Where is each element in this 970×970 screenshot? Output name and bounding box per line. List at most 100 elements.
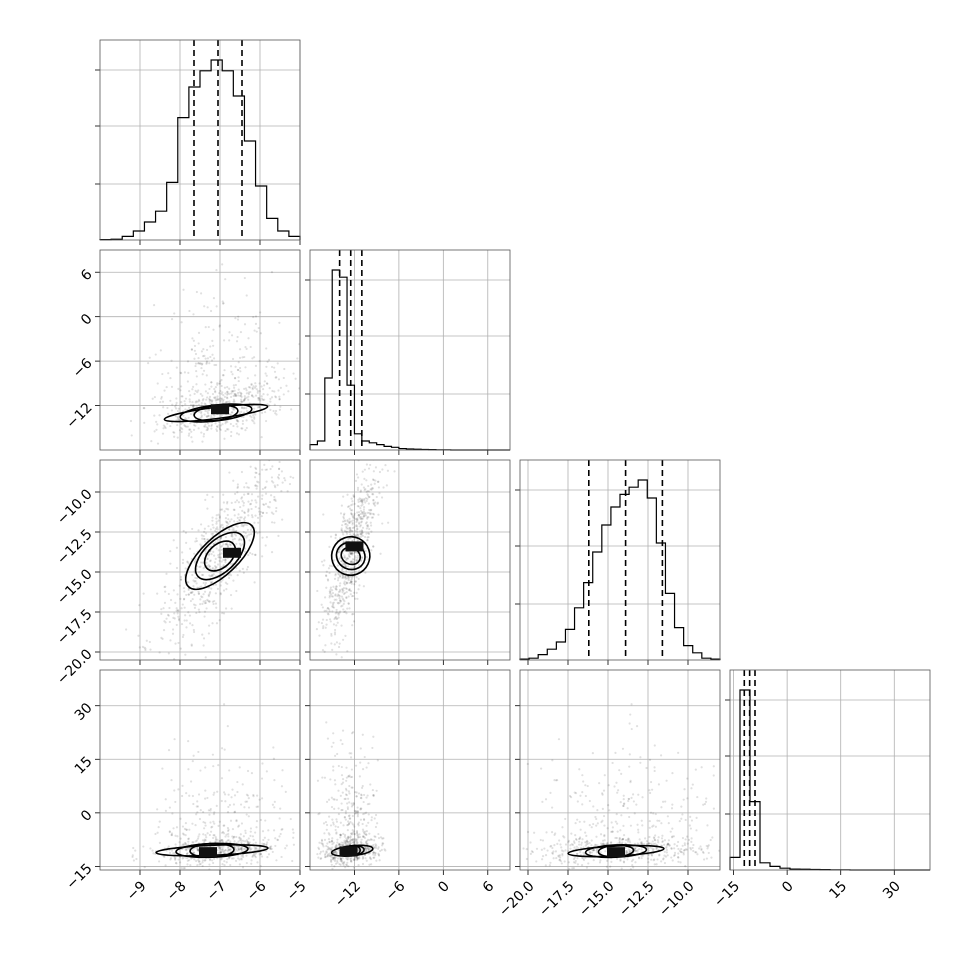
scatter-point [360,796,363,800]
scatter-point [573,841,576,845]
scatter-point [353,583,356,586]
scatter-point [246,769,250,773]
scatter-point [350,857,353,860]
scatter-point [360,807,363,810]
scatter-point [372,503,376,506]
histogram-steps [519,479,721,660]
scatter-point [185,541,188,544]
scatter-point [268,506,271,509]
scatter-point [349,537,352,540]
scatter-point [276,484,279,487]
scatter-point [681,844,684,847]
scatter-point [335,608,338,612]
scatter-point [255,820,259,823]
scatter-point [679,850,682,854]
scatter-point [174,800,177,804]
scatter-point [364,497,367,500]
histogram-panel-3 [515,459,721,665]
scatter-point [219,851,222,855]
scatter-point [647,847,650,850]
scatter-point [164,809,168,812]
scatter-point [350,805,354,808]
scatter-point [364,487,367,491]
scatter-point [691,783,694,786]
scatter-point [261,797,264,800]
scatter-point [316,779,320,782]
scatter-point [356,534,360,537]
scatter-point [176,612,179,615]
scatter-point [207,414,210,417]
scatter-point [184,848,187,851]
scatter-point [360,511,364,514]
x-tick-label: −10.0 [656,878,698,920]
scatter-point [372,498,375,502]
scatter-point [200,414,203,417]
scatter-point [233,377,237,380]
scatter-point [216,563,220,566]
scatter-point [332,856,335,859]
scatter-point [326,579,330,582]
scatter-point [311,689,313,691]
scatter-point [331,856,334,859]
scatter-point [231,538,235,541]
scatter-point [200,412,203,415]
scatter-point [173,312,176,315]
scatter-point [333,807,336,810]
scatter-point [711,836,714,839]
scatter-point [164,426,167,430]
scatter-point [375,844,378,847]
scatter-point [181,794,184,798]
scatter-point [192,339,195,342]
scatter-point [231,373,234,376]
scatter-point [221,523,224,526]
scatter-point [352,591,356,594]
scatter-point [162,607,165,610]
scatter-point [245,854,248,857]
scatter-point [234,317,237,320]
scatter-point [352,612,355,616]
scatter-point [341,531,344,534]
scatter-point [345,858,349,861]
scatter-point [228,392,231,395]
scatter-point [223,791,226,794]
scatter-point [174,856,177,859]
scatter-point [315,627,318,631]
scatter-point [217,519,220,522]
scatter-point [356,813,360,816]
scatter-point [363,457,365,459]
scatter-point [305,461,307,463]
scatter-point [254,385,258,388]
scatter-point [348,814,351,817]
scatter-point [335,844,338,847]
scatter-point [569,844,572,847]
scatter-point [332,769,335,772]
scatter-point [239,370,242,373]
scatter-point [216,382,219,385]
scatter-point [332,732,335,735]
scatter-point [650,858,653,861]
scatter-point [356,810,359,813]
scatter-point [345,776,348,779]
scatter-point [211,573,214,576]
scatter-point [253,581,256,584]
scatter-point [330,632,333,636]
scatter-point [142,406,145,410]
scatter-point [657,836,660,839]
scatter-point [182,288,185,291]
scatter-point [211,574,214,577]
scatter-point [326,607,329,610]
scatter-point [349,552,352,556]
scatter-point [231,411,234,414]
scatter-point [283,477,286,480]
scatter-point [376,759,379,762]
scatter-point [148,356,151,359]
scatter-point [229,422,232,426]
scatter-point [350,552,353,555]
scatter-point [363,512,366,515]
scatter-point [158,841,161,844]
scatter-point [634,849,637,852]
scatter-point [352,866,356,869]
scatter-point [351,560,354,563]
scatter-point [653,744,656,747]
scatter-point [363,498,366,501]
